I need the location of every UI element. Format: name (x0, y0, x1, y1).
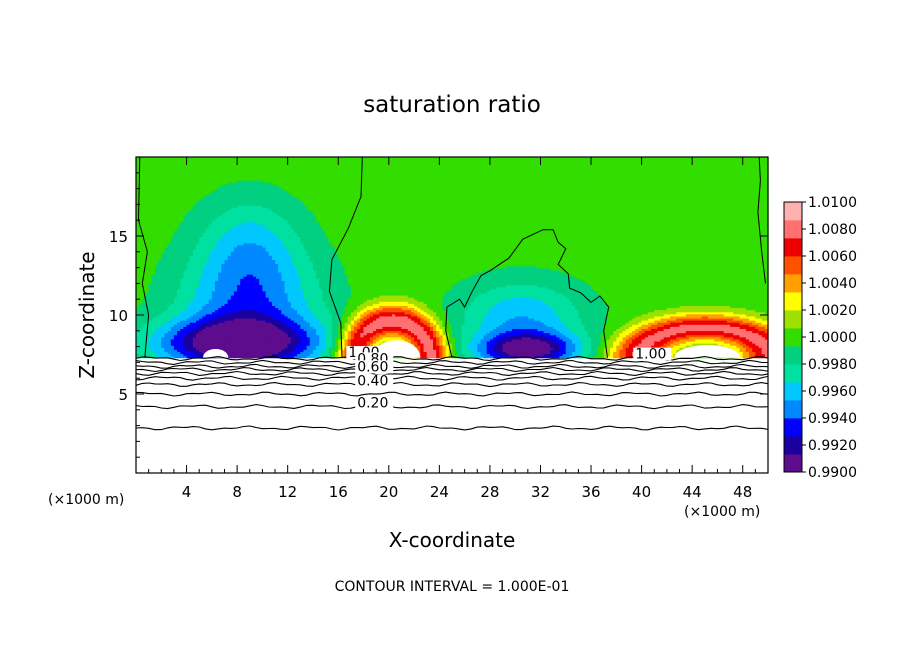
saturation-field (136, 157, 769, 358)
chart-title: saturation ratio (363, 92, 541, 118)
plot-area: 1.000.800.600.400.201.00 481216202428323… (109, 157, 769, 501)
